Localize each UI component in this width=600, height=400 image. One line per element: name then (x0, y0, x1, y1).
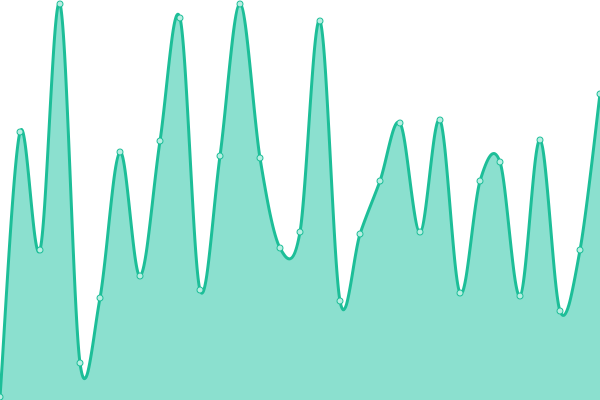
data-point-2 (36, 246, 44, 254)
data-point-25 (496, 158, 504, 166)
data-point-8 (156, 137, 164, 145)
data-point-17 (336, 297, 344, 305)
data-point-29 (576, 246, 584, 254)
data-point-12 (236, 0, 244, 8)
data-point-0 (0, 393, 4, 400)
data-point-5 (96, 294, 104, 302)
data-point-1 (16, 128, 24, 136)
data-point-14 (276, 244, 284, 252)
data-point-11 (216, 152, 224, 160)
data-point-3 (56, 0, 64, 8)
area-fill (0, 3, 600, 400)
data-point-21 (416, 228, 424, 236)
data-point-4 (76, 359, 84, 367)
data-point-26 (516, 292, 524, 300)
data-point-24 (476, 177, 484, 185)
data-point-27 (536, 136, 544, 144)
data-point-9 (176, 14, 184, 22)
data-point-16 (316, 17, 324, 25)
data-point-22 (436, 116, 444, 124)
data-point-19 (376, 177, 384, 185)
data-point-20 (396, 119, 404, 127)
data-point-18 (356, 230, 364, 238)
data-point-7 (136, 272, 144, 280)
data-point-28 (556, 307, 564, 315)
data-point-15 (296, 228, 304, 236)
data-point-23 (456, 289, 464, 297)
data-point-13 (256, 154, 264, 162)
data-point-10 (196, 286, 204, 294)
data-point-30 (596, 90, 600, 98)
data-point-6 (116, 148, 124, 156)
